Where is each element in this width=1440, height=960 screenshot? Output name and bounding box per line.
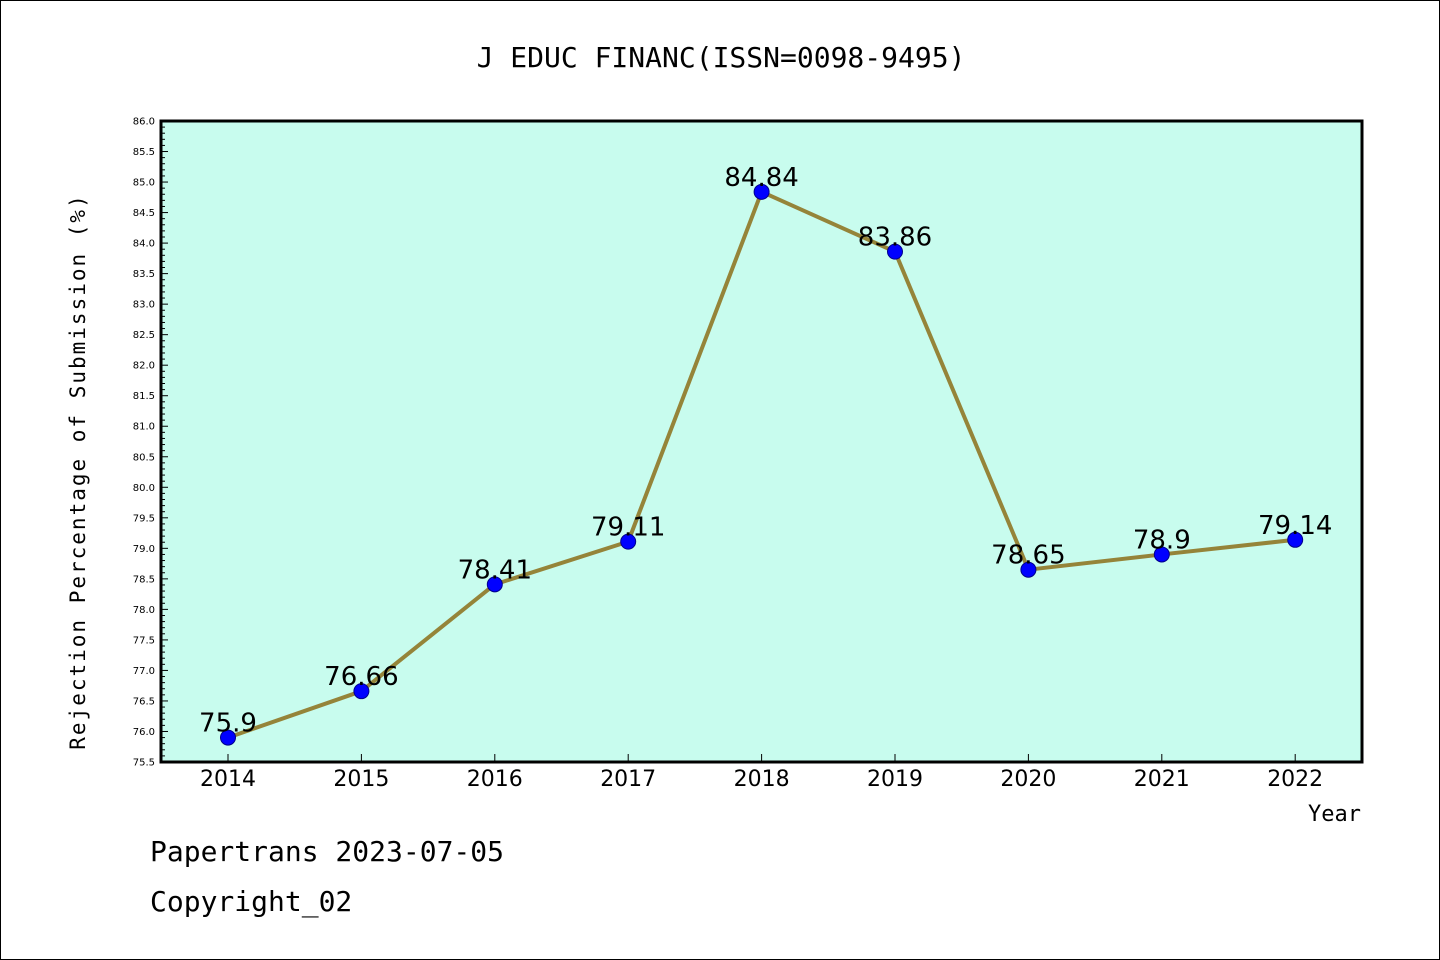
plot-frame — [159, 119, 1364, 764]
y-tick-label: 79.5 — [133, 513, 155, 524]
data-label: 79.11 — [591, 513, 665, 543]
data-point — [220, 729, 236, 746]
data-label: 78.65 — [991, 541, 1065, 571]
data-labels: 75.9 76.66 78.41 79.11 84.84 83.86 78.65 78.9 79… — [199, 163, 1332, 739]
y-tick-label: 76.5 — [133, 696, 155, 707]
x-tick-label: 2015 — [333, 767, 389, 792]
data-point — [753, 183, 770, 200]
chart-title: J EDUC FINANC(ISSN=0098-9495) — [477, 41, 966, 74]
y-tick-label: 75.5 — [133, 758, 155, 769]
y-tick-label: 81.0 — [133, 422, 155, 433]
x-tick-label: 2018 — [734, 767, 790, 792]
data-label: 78.41 — [458, 555, 532, 585]
data-label: 79.14 — [1258, 511, 1332, 541]
y-tick-label: 83.5 — [133, 269, 155, 280]
y-tick-label: 85.0 — [133, 178, 155, 189]
y-axis-ticks: 75.5 76.0 76.5 77.0 77.5 78.0 78.5 79.0 79.5 80.0… — [133, 117, 168, 769]
data-point — [1287, 531, 1304, 548]
data-point — [1153, 546, 1170, 563]
x-axis-ticks: 2014 2015 2016 2017 2018 2019 2020 2021 2022 — [200, 754, 1323, 792]
plot-area — [161, 121, 1362, 762]
y-tick-label: 80.0 — [133, 483, 155, 494]
data-point — [353, 683, 370, 700]
y-tick-label: 79.0 — [133, 544, 155, 555]
y-tick-label: 82.0 — [133, 361, 155, 372]
data-label: 78.9 — [1133, 525, 1191, 555]
y-tick-label: 86.0 — [133, 117, 155, 128]
series-markers — [220, 183, 1304, 746]
y-tick-label: 76.0 — [133, 727, 155, 738]
y-tick-label: 78.5 — [133, 574, 155, 585]
x-tick-label: 2021 — [1134, 767, 1190, 792]
y-tick-label: 84.0 — [133, 239, 155, 250]
y-tick-label: 81.5 — [133, 391, 155, 402]
data-point — [486, 576, 503, 593]
x-tick-label: 2014 — [200, 767, 256, 792]
y-tick-label: 82.5 — [133, 330, 155, 341]
y-tick-label: 80.5 — [133, 452, 155, 463]
y-tick-label: 84.5 — [133, 208, 155, 219]
y-tick-label: 83.0 — [133, 300, 155, 311]
footer-copyright-line: Copyright_02 — [150, 885, 353, 918]
data-point — [887, 243, 903, 260]
footer-date-line: Papertrans 2023-07-05 — [150, 835, 505, 868]
x-axis-title: Year — [1308, 802, 1361, 827]
x-tick-label: 2019 — [867, 767, 923, 792]
data-point — [1020, 561, 1037, 578]
data-label: 75.9 — [199, 709, 257, 739]
x-tick-label: 2020 — [1000, 767, 1056, 792]
y-tick-label: 77.5 — [133, 635, 155, 646]
y-tick-label: 85.5 — [133, 147, 155, 158]
data-label: 76.66 — [324, 662, 398, 692]
data-label: 83.86 — [858, 223, 932, 253]
y-tick-label: 78.0 — [133, 605, 155, 616]
x-tick-label: 2017 — [600, 767, 656, 792]
y-tick-label: 77.0 — [133, 666, 155, 677]
data-label: 84.84 — [724, 163, 798, 193]
x-tick-label: 2022 — [1267, 767, 1323, 792]
y-axis-title: Rejection Percentage of Submission (%) — [66, 193, 90, 749]
x-tick-label: 2016 — [467, 767, 523, 792]
data-point — [620, 533, 637, 550]
